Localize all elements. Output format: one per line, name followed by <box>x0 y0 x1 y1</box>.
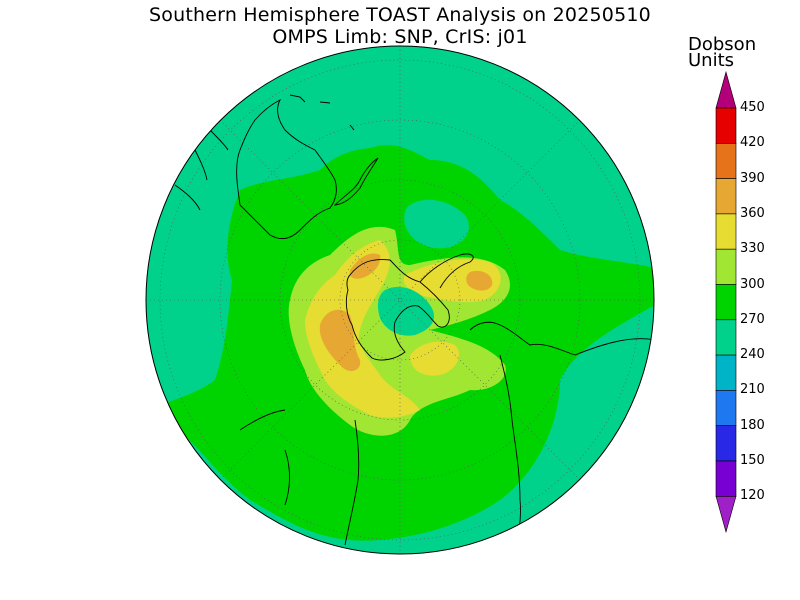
ozone-band-360-390-east <box>466 270 493 291</box>
island-outline-3 <box>194 149 208 181</box>
antarctic-peninsula-coastline <box>419 253 474 289</box>
ozone-band-330-360 <box>305 240 420 418</box>
colorbar-bin <box>715 390 737 426</box>
ozone-band-330-360-south <box>410 341 460 376</box>
africa-coastline-2 <box>239 409 286 431</box>
colorbar-bin <box>715 213 737 250</box>
graticule <box>146 46 654 554</box>
colorbar-label: 450 <box>740 100 765 115</box>
colorbar-bin <box>715 248 737 285</box>
colorbar-label: 270 <box>740 311 765 327</box>
colorbar-bin <box>715 107 737 144</box>
island-outline-6 <box>349 124 355 131</box>
coastlines <box>174 94 654 553</box>
colorbar-bin <box>715 354 737 391</box>
colorbar-label: 180 <box>740 417 765 433</box>
colorbar-units-line1: Dobson <box>688 34 757 55</box>
ozone-band-330-360-east <box>403 259 501 303</box>
colorbar-label: 120 <box>740 488 765 504</box>
colorbar-bin <box>715 319 737 356</box>
colorbar-label: 360 <box>740 205 765 221</box>
colorbar-bin <box>715 284 737 321</box>
colorbar <box>715 70 737 534</box>
south-america-coastline <box>469 321 654 356</box>
colorbar-bin <box>715 178 737 215</box>
island-outline <box>209 129 229 151</box>
map-subtitle: OMPS Limb: SNP, CrIS: j01 <box>272 26 528 48</box>
ozone-band-240-270-north <box>404 199 469 249</box>
globe-outline <box>145 45 655 555</box>
colorbar-label: 330 <box>740 241 765 257</box>
ozone-band-360-390 <box>319 309 361 372</box>
colorbar-bottom-arrow <box>715 495 737 534</box>
colorbar-units-line2: Units <box>688 50 735 71</box>
colorbar-bin <box>715 460 737 497</box>
ozone-band-270-300-east <box>640 276 654 302</box>
colorbar-bin <box>715 425 737 462</box>
australia-coastline <box>236 98 337 240</box>
ozone-band-240-270-inner <box>377 286 435 336</box>
colorbar-bin <box>715 143 737 179</box>
ozone-field <box>146 46 654 554</box>
africa-coastline <box>344 419 360 546</box>
colorbar-label: 240 <box>740 347 765 363</box>
colorbar-label: 150 <box>740 453 765 468</box>
ozone-band-360-390-north <box>349 253 381 279</box>
antarctica-coastline <box>345 259 450 361</box>
colorbar-label: 210 <box>740 382 765 398</box>
colorbar-label: 420 <box>740 135 765 151</box>
map-title: Southern Hemisphere TOAST Analysis on 20… <box>149 4 651 26</box>
island-outline-4 <box>289 94 306 103</box>
colorbar-label: 390 <box>740 170 765 186</box>
colorbar-top-arrow <box>715 70 737 109</box>
island-outline-5 <box>319 101 331 104</box>
island-outline-2 <box>174 184 201 211</box>
africa-coastline-3 <box>284 449 290 506</box>
colorbar-label: 300 <box>740 276 765 292</box>
new-zealand-coastline <box>333 157 379 206</box>
